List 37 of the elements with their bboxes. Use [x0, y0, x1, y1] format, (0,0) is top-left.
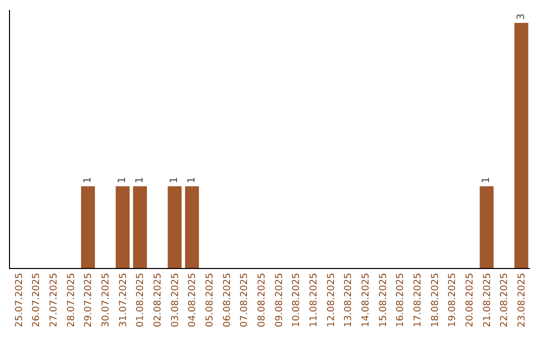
- x-tick-label: 04.08.2025: [187, 272, 198, 328]
- x-tick-label: 08.08.2025: [256, 272, 268, 328]
- data-label: 1: [169, 176, 180, 184]
- x-tick-label: 06.08.2025: [222, 272, 233, 328]
- x-tick-label: 01.08.2025: [135, 272, 146, 328]
- x-tick-label: 29.07.2025: [83, 272, 94, 328]
- data-label: 3: [516, 14, 527, 20]
- x-tick-label: 26.07.2025: [31, 272, 42, 328]
- x-tick-label: 11.08.2025: [308, 272, 320, 328]
- data-label: 1: [481, 176, 492, 184]
- x-tick-label: 02.08.2025: [152, 272, 164, 328]
- x-tick-label: 16.08.2025: [395, 272, 406, 328]
- x-tick-label: 30.07.2025: [100, 272, 112, 328]
- x-tick-label: 07.08.2025: [239, 272, 250, 328]
- x-tick-label: 05.08.2025: [204, 272, 216, 328]
- x-tick-label: 20.08.2025: [464, 272, 476, 328]
- x-tick-label: 12.08.2025: [326, 272, 337, 328]
- x-tick-label: 28.07.2025: [66, 272, 77, 328]
- x-tick-label: 18.08.2025: [430, 272, 441, 328]
- x-tick-label: 22.08.2025: [499, 272, 510, 328]
- x-tick-label: 15.08.2025: [378, 272, 389, 328]
- data-label: 1: [117, 176, 128, 184]
- x-tick-label: 17.08.2025: [412, 272, 424, 328]
- x-tick-label: 23.08.2025: [516, 272, 528, 328]
- x-tick-label: 31.07.2025: [118, 272, 129, 328]
- x-tick-label: 09.08.2025: [274, 272, 285, 328]
- data-label: 1: [134, 176, 146, 184]
- x-tick-label: 25.07.2025: [14, 272, 25, 328]
- data-label: 1: [186, 176, 198, 184]
- x-tick-label: 10.08.2025: [291, 272, 302, 328]
- x-tick-label: 03.08.2025: [170, 272, 181, 328]
- x-tick-label: 14.08.2025: [360, 272, 372, 328]
- data-label: 1: [82, 176, 94, 184]
- x-tick-label: 27.07.2025: [48, 272, 60, 328]
- x-tick-label: 21.08.2025: [482, 272, 493, 328]
- x-tick-label: 13.08.2025: [343, 272, 354, 328]
- x-tick-label: 19.08.2025: [447, 272, 458, 328]
